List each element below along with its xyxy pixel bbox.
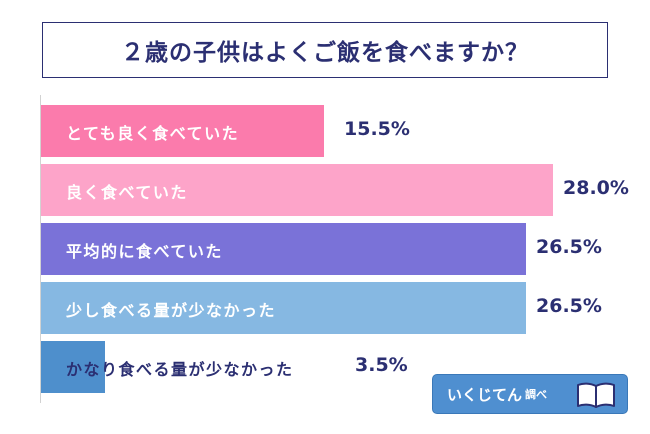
bar — [41, 223, 526, 275]
open-book-icon — [577, 382, 615, 408]
brand-badge: いくじてん 調べ — [432, 374, 628, 414]
category-label: 平均的に食べていた — [66, 242, 223, 261]
brand-suffix: 調べ — [525, 388, 548, 401]
category-label: かなり食べる量が少なかった — [66, 360, 294, 379]
bar — [41, 341, 105, 393]
brand-name: いくじてん — [447, 385, 523, 404]
value-label: 26.5% — [536, 236, 602, 258]
category-label: 良く食べていた — [66, 183, 188, 202]
bar — [41, 105, 324, 157]
value-label: 26.5% — [536, 295, 602, 317]
value-label: 15.5% — [344, 118, 410, 140]
y-axis-line — [40, 95, 41, 403]
category-label: とても良く食べていた — [66, 124, 240, 143]
chart-title: ２歳の子供はよくご飯を食べますか？ — [121, 40, 529, 66]
category-label: 少し食べる量が少なかった — [66, 301, 277, 320]
value-label: 3.5% — [355, 354, 408, 376]
value-label: 28.0% — [563, 177, 629, 199]
bar — [41, 282, 526, 334]
chart-title-box: ２歳の子供はよくご飯を食べますか？ — [42, 22, 608, 78]
bar — [41, 164, 553, 216]
